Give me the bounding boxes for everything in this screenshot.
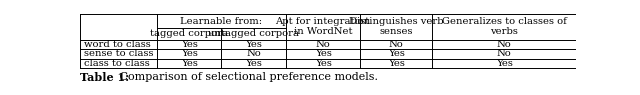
Text: Learnable from:: Learnable from: bbox=[180, 17, 262, 26]
Text: Yes: Yes bbox=[245, 40, 262, 49]
Text: Table 1:: Table 1: bbox=[80, 72, 129, 83]
Text: No: No bbox=[316, 40, 330, 49]
Text: Yes: Yes bbox=[315, 49, 332, 59]
Text: Yes: Yes bbox=[180, 40, 198, 49]
Text: untagged corpora: untagged corpora bbox=[208, 29, 299, 38]
Text: No: No bbox=[246, 49, 261, 59]
Text: No: No bbox=[497, 49, 511, 59]
Text: Apt for integration
in WordNet: Apt for integration in WordNet bbox=[275, 17, 371, 36]
Text: Yes: Yes bbox=[180, 59, 198, 68]
Text: word to class: word to class bbox=[84, 40, 150, 49]
Text: No: No bbox=[497, 40, 511, 49]
Text: Yes: Yes bbox=[180, 49, 198, 59]
Text: Yes: Yes bbox=[388, 59, 404, 68]
Text: Yes: Yes bbox=[245, 59, 262, 68]
Text: Generalizes to classes of
verbs: Generalizes to classes of verbs bbox=[442, 17, 566, 36]
Text: sense to class: sense to class bbox=[84, 49, 154, 59]
Text: Comparison of selectional preference models.: Comparison of selectional preference mod… bbox=[116, 72, 378, 82]
Text: tagged corpora: tagged corpora bbox=[150, 29, 228, 38]
Text: Yes: Yes bbox=[388, 49, 404, 59]
Text: Yes: Yes bbox=[495, 59, 513, 68]
Text: Yes: Yes bbox=[315, 59, 332, 68]
Text: Distinguishes verb
senses: Distinguishes verb senses bbox=[349, 17, 444, 36]
Text: No: No bbox=[389, 40, 404, 49]
Text: class to class: class to class bbox=[84, 59, 150, 68]
